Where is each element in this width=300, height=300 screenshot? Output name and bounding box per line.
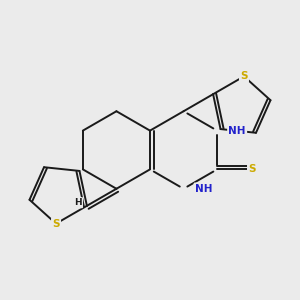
Text: S: S [240, 71, 248, 81]
Text: H: H [74, 198, 82, 207]
Text: S: S [52, 219, 60, 229]
Text: NH: NH [228, 126, 246, 136]
Text: S: S [248, 164, 256, 174]
Text: NH: NH [195, 184, 212, 194]
